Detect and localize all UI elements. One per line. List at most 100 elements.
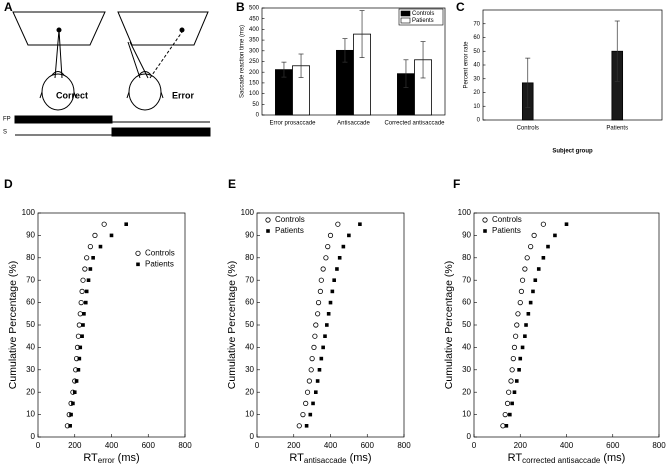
point [77,311,83,317]
point [517,299,523,306]
y-tick-label: 30 [473,76,480,82]
x-axis-label-sub: error [98,456,115,465]
point [317,288,323,294]
y-tick-label: 30 [26,365,35,374]
panel-label: A [4,0,13,14]
point [325,323,329,327]
y-tick-label: 60 [462,298,471,307]
x-tick-label: Controls [517,126,539,132]
point [72,390,77,394]
y-tick-label: 20 [473,90,480,96]
point [321,345,325,350]
point [74,379,79,383]
point [109,233,114,238]
point [510,401,514,406]
point [518,288,525,294]
y-tick-label: 40 [473,63,480,69]
point [92,232,98,238]
point [68,424,72,428]
y-axis-label: Saccade reaction time (ms) [240,25,246,98]
legend-marker [483,229,487,233]
y-tick-label: 80 [245,253,254,262]
point [82,266,88,272]
x-tick-label: Corrected antisaccade [384,121,445,127]
point [528,300,533,305]
x-tick-label: 400 [105,441,119,450]
x-tick-label: 800 [652,441,666,450]
y-tick-label: 0 [31,432,36,441]
y-tick-label: 80 [462,253,471,262]
point [84,255,90,261]
y-tick-label: 50 [26,320,35,329]
y-tick-label: 50 [462,320,471,329]
x-tick-label: Antisaccade [337,121,370,127]
point [541,256,546,260]
point [69,412,73,417]
x-axis-label: Subject group [552,149,593,155]
y-axis-label: Percent error rate [464,41,470,89]
legend-label: Patients [275,226,304,235]
point [546,244,550,249]
point [509,367,515,373]
y-tick-label: 90 [26,231,35,240]
x-tick-label: 600 [142,441,156,450]
point [315,311,321,317]
point [320,266,326,272]
x-tick-label: 0 [472,441,477,450]
legend-swatch [400,10,411,17]
point [513,333,519,339]
s-label: S [3,130,7,136]
point [511,344,518,350]
x-tick-label: 600 [361,441,375,450]
point [540,221,546,227]
point [335,221,341,227]
point [78,345,83,350]
point [300,411,306,418]
point [519,277,526,283]
point [304,424,309,428]
y-axis-label: Cumulative Percentage (%) [443,261,455,389]
point [303,400,309,406]
point [80,334,84,338]
screen [117,11,209,46]
legend-label: Controls [275,215,305,224]
x-tick-label: 800 [178,441,192,450]
point [315,379,320,383]
point [553,233,557,238]
x-axis-label-unit: (ms) [118,452,140,464]
x-axis-label-sub: antisaccade [304,456,347,465]
point [309,355,315,362]
legend-label: Controls [492,215,522,224]
y-tick-label: 100 [458,208,472,217]
correct-gaze [127,41,149,79]
point [510,355,516,362]
point [76,322,82,328]
s-on [111,127,211,137]
y-tick-label: 70 [26,275,35,284]
y-tick-label: 70 [245,275,254,284]
y-tick-label: 500 [249,6,260,12]
point [508,378,514,384]
legend-swatch [400,17,411,24]
point [502,411,508,418]
legend-label: Patients [145,259,174,268]
point [524,323,528,327]
x-axis-label: RTantisaccade (ms) [289,452,371,465]
point [84,289,89,294]
point [101,221,107,227]
plot-frame [37,212,186,438]
point [306,378,312,384]
point [83,300,88,305]
x-axis-label: RTcorrected antisaccade (ms) [508,452,626,465]
x-tick-label: 400 [324,441,338,450]
y-tick-label: 10 [462,410,471,419]
x-tick-label: 800 [397,441,411,450]
y-tick-label: 200 [249,70,260,76]
y-tick-label: 0 [467,432,472,441]
y-tick-label: 100 [241,208,255,217]
point [323,255,329,261]
y-tick-label: 10 [26,410,35,419]
y-tick-label: 450 [249,16,260,22]
panel-label: C [456,0,465,14]
point [296,423,302,429]
